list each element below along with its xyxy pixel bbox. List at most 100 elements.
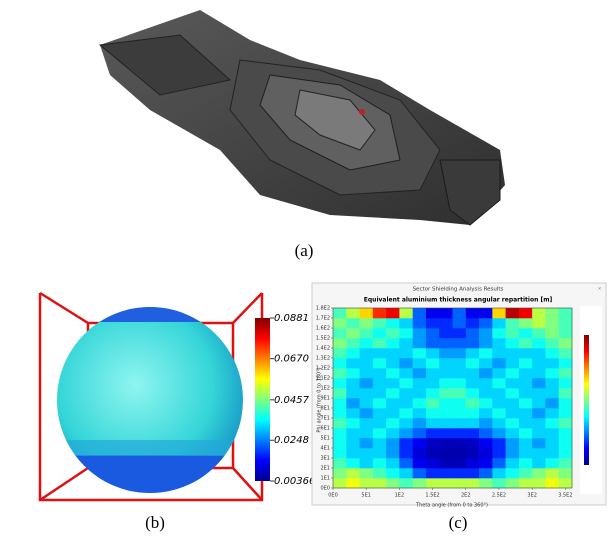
y-tick-label: 3E1 (320, 456, 330, 462)
heatmap-cell (386, 318, 400, 328)
heatmap-cell (545, 388, 559, 398)
heatmap-cell (413, 428, 427, 438)
heatmap-cell (439, 368, 453, 378)
heatmap-cell (439, 428, 453, 438)
heatmap-cell (492, 388, 506, 398)
heatmap-cell (492, 358, 506, 368)
heatmap-cell (413, 368, 427, 378)
heatmap-cell (360, 398, 374, 408)
heatmap-cell (479, 438, 493, 448)
heatmap-cell (453, 438, 467, 448)
heatmap-cell (413, 418, 427, 428)
heatmap-cell (532, 378, 546, 388)
heatmap-cell (333, 338, 347, 348)
heatmap-cell (386, 428, 400, 438)
heatmap-cell (479, 428, 493, 438)
heatmap-cell (399, 478, 413, 488)
heatmap-cell (453, 328, 467, 338)
heatmap-cell (519, 438, 533, 448)
heatmap-cell (346, 388, 360, 398)
heatmap-cell (439, 328, 453, 338)
heatmap-cell (426, 478, 440, 488)
heatmap-cell (532, 328, 546, 338)
heatmap-cell (492, 398, 506, 408)
heatmap-cell (453, 388, 467, 398)
heatmap-cell (532, 368, 546, 378)
heatmap-cell (453, 428, 467, 438)
heatmap-cell (399, 338, 413, 348)
heatmap-cell (439, 468, 453, 478)
heatmap-cell (453, 368, 467, 378)
heatmap-cell (506, 318, 520, 328)
heatmap-cell (492, 378, 506, 388)
y-tick-label: 1E2 (320, 386, 330, 392)
heatmap-cell (399, 428, 413, 438)
y-tick-label: 9E1 (320, 396, 330, 402)
heatmap-cell (506, 378, 520, 388)
heatmap-cell (413, 348, 427, 358)
heatmap-cell (386, 448, 400, 458)
heatmap-cell (373, 308, 387, 318)
heatmap-cell (519, 408, 533, 418)
heatmap-cell (413, 438, 427, 448)
heatmap-cell (492, 348, 506, 358)
heatmap-cell (373, 378, 387, 388)
heatmap-cell (373, 348, 387, 358)
heatmap-cell (479, 468, 493, 478)
heatmap-cell (399, 308, 413, 318)
heatmap-cell (453, 478, 467, 488)
heatmap-cell (492, 478, 506, 488)
x-tick-label: 5E1 (361, 493, 371, 499)
heatmap-cell (346, 398, 360, 408)
heatmap-cell (532, 388, 546, 398)
heatmap-cell (386, 468, 400, 478)
heatmap-cell (399, 398, 413, 408)
caption: (b) (145, 513, 165, 532)
y-tick-label: 8E1 (320, 406, 330, 412)
colorbar-label: 0.00366 (274, 476, 315, 487)
heatmap-cell (519, 318, 533, 328)
heatmap-cell (545, 378, 559, 388)
heatmap-cell (519, 448, 533, 458)
heatmap-cell (333, 478, 347, 488)
heatmap-cell (360, 408, 374, 418)
heatmap-cell (492, 368, 506, 378)
heatmap-cell (559, 468, 573, 478)
heatmap-cell (439, 388, 453, 398)
heatmap-cell (466, 448, 480, 458)
heatmap-cell (519, 468, 533, 478)
x-axis-label: Theta angle (from 0 to 360°) (415, 503, 488, 509)
heatmap-cell (519, 378, 533, 388)
heatmap-cell (559, 478, 573, 488)
heatmap-cell (439, 438, 453, 448)
heatmap-cell (559, 458, 573, 468)
close-button[interactable]: × (598, 286, 601, 292)
heatmap-cell (532, 408, 546, 418)
heatmap-cell (360, 438, 374, 448)
heatmap-cell (492, 338, 506, 348)
heatmap-cell (532, 428, 546, 438)
heatmap-cell (559, 318, 573, 328)
heatmap-cell (479, 368, 493, 378)
heatmap-cell (519, 418, 533, 428)
colorbar-frame (580, 306, 602, 494)
heatmap-cell (453, 318, 467, 328)
heatmap-cell (333, 378, 347, 388)
heatmap-cell (559, 418, 573, 428)
heatmap-cell (360, 388, 374, 398)
heatmap-cell (399, 368, 413, 378)
heatmap-cell (492, 418, 506, 428)
heatmap-cell (346, 348, 360, 358)
heatmap-cell (426, 358, 440, 368)
heatmap-cell (426, 408, 440, 418)
y-tick-label: 1.2E2 (316, 366, 330, 372)
heatmap-cell (532, 438, 546, 448)
heatmap-cell (466, 318, 480, 328)
heatmap-cell (426, 378, 440, 388)
heatmap-cell (399, 358, 413, 368)
heatmap-cell (373, 358, 387, 368)
heatmap-cell (360, 328, 374, 338)
heatmap-cell (373, 328, 387, 338)
heatmap-cell (453, 348, 467, 358)
heatmap-cell (386, 438, 400, 448)
